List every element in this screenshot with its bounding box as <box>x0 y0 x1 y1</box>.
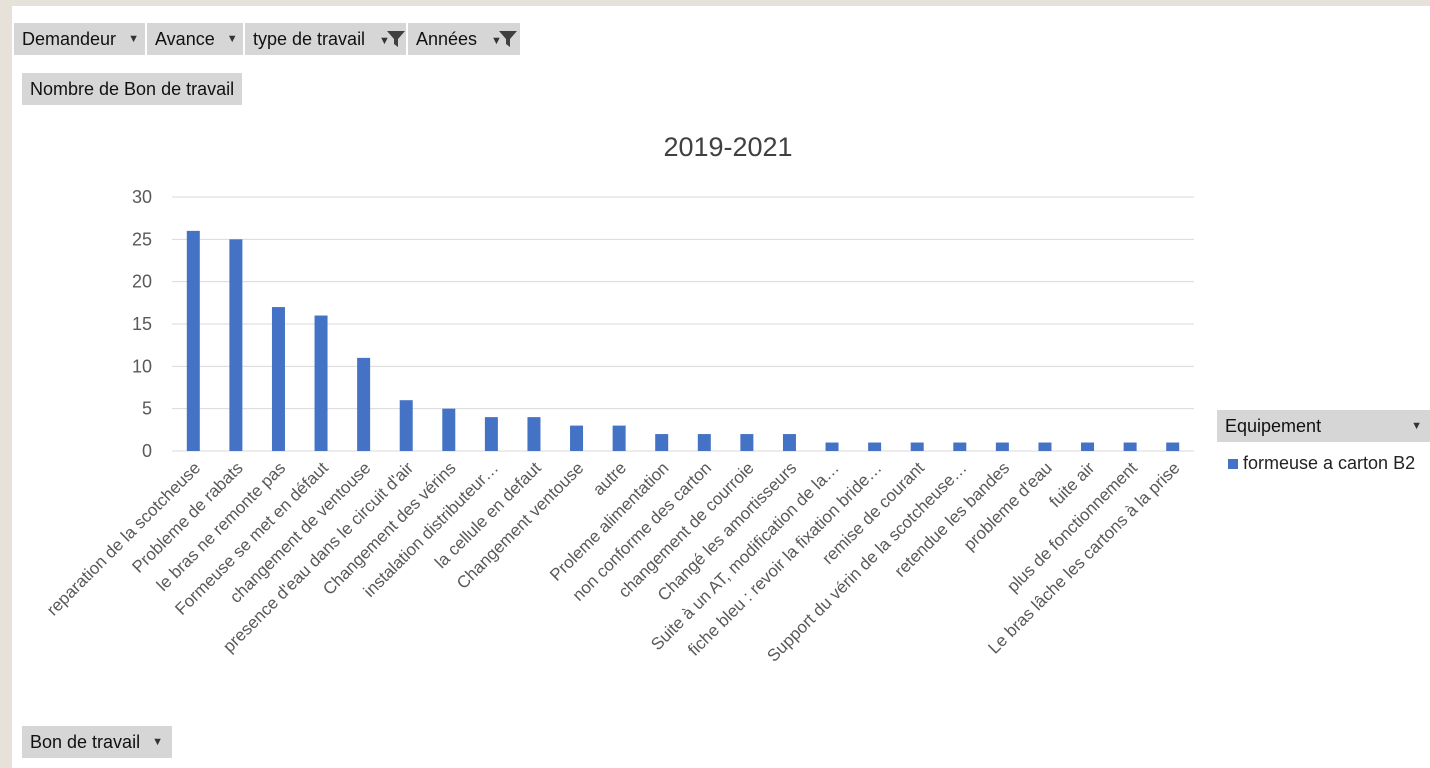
filter-button-annees[interactable]: Années ▼ <box>408 23 520 55</box>
filter-label: Années <box>416 29 478 49</box>
bar[interactable] <box>782 434 796 451</box>
dropdown-arrow-icon: ▼ <box>128 33 139 45</box>
bar[interactable] <box>357 357 371 451</box>
filter-label: Avance <box>155 29 215 49</box>
value-field-button[interactable]: Nombre de Bon de travail <box>22 73 242 105</box>
dropdown-arrow-icon: ▼ <box>152 736 163 748</box>
legend-item-series: formeuse a carton B2 <box>1228 453 1415 474</box>
y-tick-label: 5 <box>142 399 152 419</box>
filter-funnel-icon: ▼ <box>379 29 407 49</box>
bar[interactable] <box>697 434 711 451</box>
dropdown-arrow-icon: ▼ <box>1411 420 1422 432</box>
bar[interactable] <box>1081 442 1095 451</box>
bar[interactable] <box>399 400 413 451</box>
bar[interactable] <box>229 239 243 451</box>
bar[interactable] <box>910 442 924 451</box>
svg-text:▼: ▼ <box>491 35 502 47</box>
filter-button-type-de-travail[interactable]: type de travail ▼ <box>245 23 406 55</box>
filter-label: Demandeur <box>22 29 117 49</box>
y-tick-label: 0 <box>142 441 152 461</box>
legend-swatch <box>1228 458 1238 469</box>
bar[interactable] <box>1038 442 1052 451</box>
filter-funnel-icon: ▼ <box>491 29 519 49</box>
legend-label: formeuse a carton B2 <box>1243 453 1416 473</box>
y-tick-label: 30 <box>132 187 152 207</box>
axis-field-button[interactable]: Bon de travail ▼ <box>22 726 172 758</box>
bar[interactable] <box>186 230 200 451</box>
bar[interactable] <box>953 442 967 451</box>
bar[interactable] <box>655 434 669 451</box>
bar-chart: 2019-2021 0 5 10 15 20 25 30 reparation de la … <box>43 132 1194 666</box>
filter-label: type de travail <box>253 29 366 49</box>
x-tick-label: reparation de la scotcheuse <box>43 458 204 619</box>
pivot-chart-canvas: Demandeur ▼ Avance ▼ type de travail ▼ A… <box>12 6 1430 768</box>
bar[interactable] <box>825 442 839 451</box>
bar[interactable] <box>868 442 882 451</box>
bar[interactable] <box>1166 442 1180 451</box>
bar[interactable] <box>442 408 456 451</box>
bar[interactable] <box>484 417 498 451</box>
bar[interactable] <box>1123 442 1137 451</box>
svg-text:▼: ▼ <box>379 35 390 47</box>
bar[interactable] <box>995 442 1009 451</box>
filter-button-demandeur[interactable]: Demandeur ▼ <box>14 23 145 55</box>
value-field-label: Nombre de Bon de travail <box>30 79 235 99</box>
bar[interactable] <box>740 434 754 451</box>
legend-field-button[interactable]: Equipement ▼ <box>1217 410 1430 442</box>
bar[interactable] <box>570 425 584 451</box>
chart-title: 2019-2021 <box>663 132 792 162</box>
filter-button-avance[interactable]: Avance ▼ <box>147 23 243 55</box>
legend-field-label: Equipement <box>1225 416 1322 436</box>
bar[interactable] <box>612 425 626 451</box>
axis-field-label: Bon de travail <box>30 732 141 752</box>
y-tick-label: 20 <box>132 272 152 292</box>
dropdown-arrow-icon: ▼ <box>226 33 238 45</box>
y-tick-label: 10 <box>132 356 152 376</box>
bar[interactable] <box>314 315 328 451</box>
y-tick-label: 25 <box>132 229 152 249</box>
bar[interactable] <box>271 307 285 451</box>
y-tick-label: 15 <box>132 314 152 334</box>
bar[interactable] <box>527 417 541 451</box>
